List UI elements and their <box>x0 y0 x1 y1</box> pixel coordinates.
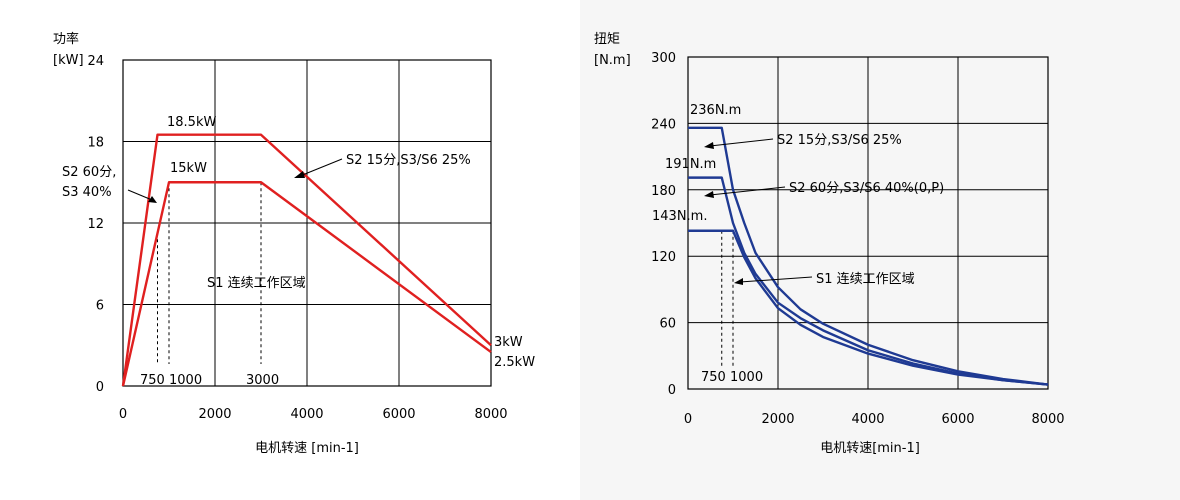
y-tick-label: 0 <box>668 383 676 398</box>
y-tick-label: 12 <box>87 217 104 232</box>
annotation-236: 236N.m <box>690 103 741 118</box>
torque-chart: 扭矩 [N.m] 0 60 120 180 240 300 0 2000 4000 6000 80… <box>594 32 1065 456</box>
annotation-s2-60-line2: S3 40% <box>62 185 112 200</box>
y-tick-label: 120 <box>651 250 676 265</box>
x-tick-label: 8000 <box>1031 412 1064 427</box>
y-tick-label: 0 <box>96 380 104 395</box>
arrow-s2-60 <box>704 186 786 198</box>
y-tick-label: 6 <box>96 299 104 314</box>
x-axis-label: 电机转速[min-1] <box>820 441 920 456</box>
annotation-143: 143N.m. <box>652 209 707 224</box>
x-tick-label: 6000 <box>941 412 974 427</box>
series-line-2 <box>121 181 492 387</box>
y-axis-label-line1: 扭矩 <box>594 32 620 47</box>
x-tick-label: 0 <box>119 407 127 422</box>
y-axis-label-line2: [N.m] <box>594 53 631 68</box>
series-line-1 <box>121 133 492 387</box>
arrow-s2-15 <box>704 138 774 149</box>
label-750: 750 <box>701 370 726 385</box>
label-1000: 1000 <box>730 370 763 385</box>
annotation-s1-region: S1 连续工作区域 <box>207 275 306 291</box>
annotation-s1-region: S1 连续工作区域 <box>816 271 915 287</box>
x-tick-label: 4000 <box>290 407 323 422</box>
label-750: 750 <box>140 373 165 388</box>
x-tick-label: 8000 <box>474 407 507 422</box>
series-line-1 <box>688 126 1049 386</box>
x-tick-label: 6000 <box>382 407 415 422</box>
x-tick-label: 2000 <box>761 412 794 427</box>
y-tick-label: 24 <box>87 54 104 69</box>
x-axis-label: 电机转速 [min-1] <box>255 441 359 456</box>
series-line-3 <box>688 229 1049 386</box>
x-tick-label: 0 <box>684 412 692 427</box>
arrow-s2-60 <box>127 189 157 203</box>
x-tick-label: 4000 <box>851 412 884 427</box>
y-tick-label: 18 <box>87 136 104 151</box>
annotation-s2-15: S2 15分,S3/S6 25% <box>777 133 902 148</box>
annotation-end-3kw: 3kW <box>494 335 523 350</box>
annotation-191: 191N.m <box>665 157 716 172</box>
y-axis-label-line1: 功率 <box>53 31 79 47</box>
annotation-s2-60-line1: S2 60分, <box>62 165 116 180</box>
y-tick-label: 60 <box>659 317 676 332</box>
label-1000: 1000 <box>169 373 202 388</box>
arrow-s1 <box>734 276 813 285</box>
annotation-s2-power: 15kW <box>170 161 207 176</box>
annotation-peak-power: 18.5kW <box>167 115 216 130</box>
y-tick-label: 300 <box>651 51 676 66</box>
y-tick-label: 240 <box>651 117 676 132</box>
annotation-end-2-5kw: 2.5kW <box>494 355 535 370</box>
y-axis-label-line2: [kW] <box>53 53 84 68</box>
power-chart: 功率 [kW] 0 6 12 18 24 0 2000 4000 6000 8000 电机转速 … <box>53 31 535 456</box>
x-tick-label: 2000 <box>198 407 231 422</box>
arrow-s2-15 <box>294 158 343 178</box>
annotation-s2-60: S2 60分,S3/S6 40%(0,P) <box>789 181 944 196</box>
torque-chart-panel: 扭矩 [N.m] 0 60 120 180 240 300 0 2000 4000 6000 80… <box>580 0 1180 500</box>
label-3000: 3000 <box>246 373 279 388</box>
annotation-s2-15: S2 15分,S3/S6 25% <box>346 153 471 168</box>
power-chart-panel: 功率 [kW] 0 6 12 18 24 0 2000 4000 6000 8000 电机转速 … <box>0 0 580 500</box>
y-tick-label: 180 <box>651 184 676 199</box>
